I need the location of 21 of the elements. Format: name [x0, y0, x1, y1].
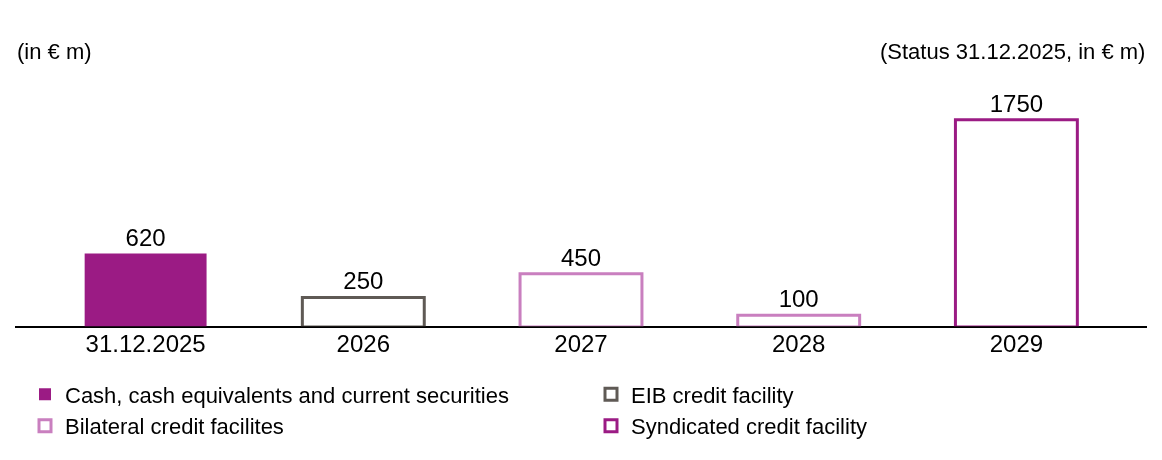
data-label: 1750 — [989, 89, 1044, 117]
x-tick-label: 2028 — [771, 330, 826, 357]
bar — [84, 253, 207, 327]
bar — [300, 295, 426, 327]
legend-label: Cash, cash equivalents and current securities — [65, 382, 509, 408]
x-tick-label: 2026 — [336, 330, 391, 357]
bar — [736, 313, 862, 327]
bar — [953, 118, 1079, 327]
text: (in € m) — [17, 39, 92, 64]
data-label: 250 — [343, 267, 384, 295]
x-tick-label: 2029 — [989, 330, 1044, 357]
data-label: 620 — [125, 223, 166, 251]
text: (Status 31.12.2025, in € m) — [880, 39, 1146, 64]
legend-label: Bilateral credit facilites — [65, 414, 284, 440]
bar — [518, 272, 644, 327]
legend-label: EIB credit facility — [631, 382, 794, 408]
data-label: 100 — [778, 285, 819, 313]
legend-label: Syndicated credit facility — [631, 414, 867, 440]
x-tick-label: 2027 — [554, 330, 608, 357]
data-label: 450 — [560, 243, 602, 271]
x-tick-label: 31.12.2025 — [85, 330, 206, 357]
